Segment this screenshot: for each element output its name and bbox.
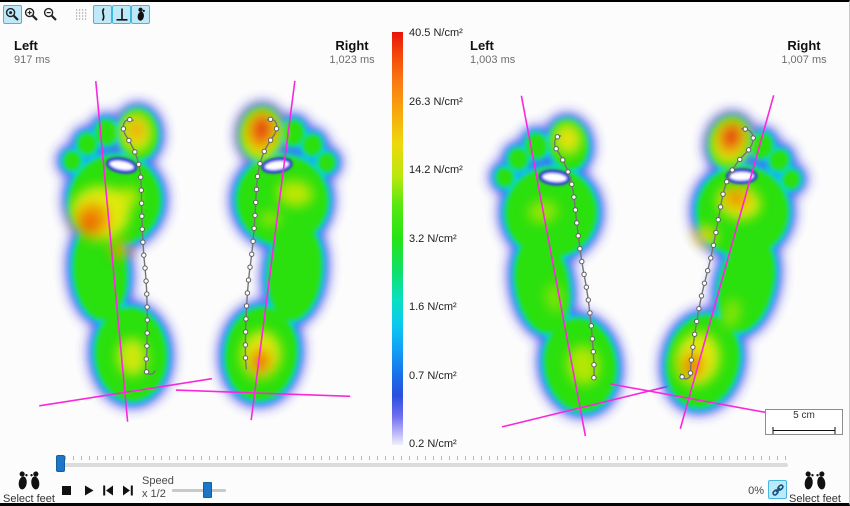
perpendicular-axis-icon (116, 8, 127, 21)
speed-slider-track[interactable] (172, 489, 226, 492)
grid-icon (75, 8, 88, 20)
play-button[interactable] (78, 480, 98, 500)
timeline-track[interactable] (57, 463, 788, 467)
link-icon (771, 483, 784, 496)
gait-line-toggle-button[interactable] (93, 5, 112, 24)
timeline-handle[interactable] (56, 455, 65, 472)
speed-value: x 1/2 (142, 488, 166, 500)
heat-hotspots (527, 123, 600, 386)
toe-gap (538, 169, 571, 186)
feet-pair-icon (804, 471, 826, 490)
magnifier-plus-icon (24, 7, 38, 21)
duration-label: 917 ms (14, 54, 51, 66)
pressure-map-foot-2[interactable] (147, 60, 408, 481)
skip-end-icon (123, 485, 133, 495)
speed-label: Speed (142, 475, 174, 487)
scale-label: 5 cm (793, 410, 815, 421)
select-feet-button-left[interactable]: Select feet (2, 470, 56, 505)
gait-line-icon (101, 7, 105, 21)
progress-value: 0% (748, 485, 764, 497)
side-label: Right (335, 38, 369, 53)
speed-label-block: Speed x 1/2 (142, 475, 174, 501)
select-feet-button-right[interactable]: Select feet (786, 470, 844, 505)
select-feet-label: Select feet (3, 493, 55, 505)
foot-axis-lines (175, 80, 351, 421)
foot-axes-toggle-button[interactable] (112, 5, 131, 24)
feet-pair-icon (18, 471, 40, 490)
foot-outline-toggle-button[interactable] (131, 5, 150, 24)
colorbar-tick: 0.7 N/cm² (409, 370, 457, 382)
colorbar-tick: 1.6 N/cm² (409, 301, 457, 313)
toe-gap (106, 157, 138, 174)
pressure-colorbar (392, 32, 403, 445)
foot-label-right-1: Right 1,023 ms (310, 38, 394, 68)
timeline-ticks (57, 456, 788, 460)
magnifier-minus-icon (43, 7, 57, 21)
pressure-map-foot-4[interactable] (577, 60, 850, 499)
foot-label-left-2: Left 1,003 ms (470, 38, 515, 68)
speed-slider-handle[interactable] (203, 482, 212, 498)
side-label: Right (787, 38, 821, 53)
scale-indicator: 5 cm (765, 409, 843, 435)
side-label: Left (14, 38, 38, 53)
duration-label: 1,003 ms (470, 54, 516, 66)
duration-label: 1,007 ms (781, 54, 827, 66)
toe-gap (725, 168, 758, 184)
skip-start-icon (103, 485, 113, 495)
colorbar-tick: 26.3 N/cm² (409, 96, 463, 108)
grid-toggle-button[interactable] (72, 5, 91, 24)
stop-button[interactable] (56, 480, 76, 500)
link-toggle-button[interactable] (768, 480, 787, 499)
skip-end-button[interactable] (118, 480, 138, 500)
heat-hotspots (675, 116, 761, 386)
zoom-reset-button[interactable] (3, 5, 22, 24)
gait-line (244, 118, 278, 370)
pressure-map-foot-3[interactable] (420, 67, 700, 496)
stop-icon (61, 485, 71, 495)
foot-axis-lines (39, 81, 212, 422)
foot-label-left-1: Left 917 ms (14, 38, 50, 68)
colorbar-tick: 14.2 N/cm² (409, 164, 463, 176)
zoom-out-button[interactable] (41, 5, 60, 24)
duration-label: 1,023 ms (329, 54, 375, 66)
scale-ruler-icon (772, 427, 836, 434)
zoom-in-button[interactable] (22, 5, 41, 24)
gait-line (680, 128, 754, 380)
colorbar-tick: 0.2 N/cm² (409, 438, 457, 450)
foot-label-right-2: Right 1,007 ms (762, 38, 846, 68)
colorbar-tick: 3.2 N/cm² (409, 233, 457, 245)
magnifier-dot-icon (5, 7, 19, 21)
speed-slider[interactable] (172, 481, 226, 499)
pressure-map-foot-1[interactable] (0, 63, 242, 477)
skip-start-button[interactable] (98, 480, 118, 500)
foot-axis-lines (610, 95, 783, 430)
play-icon (84, 485, 93, 495)
select-feet-label: Select feet (789, 493, 841, 505)
side-label: Left (470, 38, 494, 53)
foot-icon (137, 7, 145, 21)
colorbar-tick: 40.5 N/cm² (409, 27, 463, 39)
foot-axis-lines (501, 95, 668, 437)
